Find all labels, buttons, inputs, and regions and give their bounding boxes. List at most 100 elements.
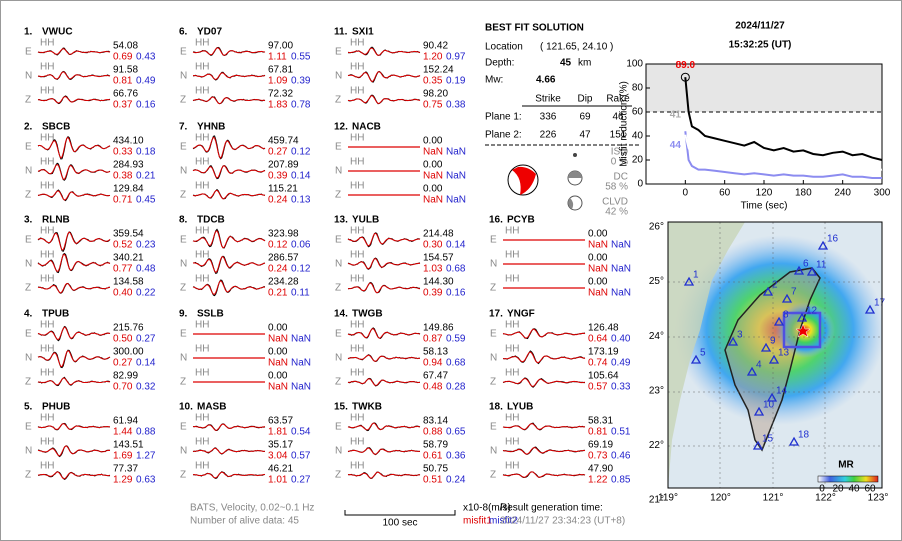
channel-label: HH (350, 437, 364, 448)
depth-unit: km (578, 58, 591, 69)
misfit1: 0.87 (423, 334, 443, 345)
component-label: N (490, 259, 497, 270)
misfit1: 0.71 (113, 195, 133, 206)
station-map-label: 3 (737, 330, 743, 341)
station-number: 15. (334, 402, 348, 413)
component-name: DC (614, 172, 628, 183)
synthetic-trace (347, 354, 421, 362)
station-map-label: 9 (770, 336, 776, 347)
component-label: E (25, 422, 32, 433)
amplitude: 0.00 (423, 136, 443, 147)
amplitude: 83.14 (423, 416, 448, 427)
misfit1: 0.39 (423, 288, 443, 299)
station-marker (746, 366, 758, 376)
misfit2: 0.63 (136, 475, 156, 486)
misfit1: 1.09 (268, 76, 288, 87)
annotation: 89.0 (676, 60, 696, 71)
misfit2: 0.16 (446, 288, 466, 299)
misfit1: 0.24 (268, 195, 288, 206)
misfit1: 0.77 (113, 264, 133, 275)
x-tick-label: 120 (756, 188, 773, 199)
component-label: N (180, 166, 187, 177)
component-label: E (25, 235, 32, 246)
plane-value: 226 (540, 130, 557, 141)
station-map-label: 15 (762, 434, 774, 445)
amplitude: 0.00 (268, 323, 288, 334)
misfit1: 0.61 (423, 451, 443, 462)
component-label: N (25, 259, 32, 270)
station-name: PCYB (507, 215, 535, 226)
misfit1: 1.20 (423, 52, 443, 63)
misfit1: 0.24 (268, 264, 288, 275)
misfit1: 0.81 (113, 76, 133, 87)
channel-label: HH (350, 86, 364, 97)
misfit1: 0.69 (113, 52, 133, 63)
station-number: 16. (489, 215, 503, 226)
amplitude: 173.19 (588, 347, 619, 358)
synthetic-trace (347, 447, 421, 455)
station-map-label: 5 (700, 348, 706, 359)
misfit2: 0.14 (291, 171, 311, 182)
misfit1: 0.33 (113, 147, 133, 158)
generation-label: Result generation time: (500, 503, 603, 514)
component-label: Z (335, 470, 341, 481)
plane-value: 69 (579, 112, 591, 123)
synthetic-trace (347, 258, 421, 270)
component-label: E (335, 142, 342, 153)
misfit2: 0.12 (291, 264, 311, 275)
component-label: E (180, 329, 187, 340)
misfit1: 3.04 (268, 451, 288, 462)
synthetic-trace (37, 253, 111, 273)
misfit1: NaN (588, 240, 608, 251)
station-marker (727, 336, 739, 346)
misfit1: 0.27 (113, 358, 133, 369)
channel-label: HH (40, 226, 54, 237)
scale-label: 100 sec (382, 518, 417, 529)
component-label: N (335, 446, 342, 457)
synthetic-trace (347, 471, 421, 479)
station-name: SXI1 (352, 27, 374, 38)
amplitude: 82.99 (113, 371, 138, 382)
channel-label: HH (40, 250, 54, 261)
misfit2: 0.45 (136, 195, 156, 206)
amplitude: 300.00 (113, 347, 144, 358)
misfit2: 0.32 (136, 382, 156, 393)
component-label: N (25, 71, 32, 82)
misfit2: 0.68 (446, 264, 466, 275)
misfit2: 0.27 (291, 475, 311, 486)
y-tick-label: 20 (632, 155, 644, 166)
station-number: 11. (334, 27, 348, 38)
lat-label: 21° (649, 495, 664, 506)
amplitude: 286.57 (268, 253, 299, 264)
component-label: Z (25, 190, 31, 201)
synthetic-trace (347, 95, 420, 104)
station-number: 18. (489, 402, 503, 413)
misfit2: NaN (291, 382, 311, 393)
amplitude: 284.93 (113, 160, 144, 171)
colorbar-tick: 20 (832, 484, 844, 495)
component-label: E (335, 422, 342, 433)
station-map-label: 10 (763, 400, 775, 411)
station-marker (773, 316, 785, 326)
plane-label: Plane 1: (485, 112, 522, 123)
station-map-label: 16 (827, 234, 839, 245)
channel-label: HH (350, 133, 364, 144)
lon-label: 123° (868, 493, 889, 504)
dc-fill (568, 171, 582, 178)
component-label: N (335, 259, 342, 270)
misfit1: 0.37 (113, 100, 133, 111)
amplitude: 459.74 (268, 136, 299, 147)
synthetic-trace (502, 351, 586, 364)
station-name: NACB (352, 122, 381, 133)
depth: 45 (560, 58, 572, 69)
component-label: E (490, 422, 497, 433)
misfit2: 0.57 (291, 451, 311, 462)
synthetic-trace (37, 231, 111, 251)
plane-value: 151 (610, 130, 627, 141)
component-label: N (335, 166, 342, 177)
station-number: 9. (179, 309, 188, 320)
channel-label: HH (505, 413, 519, 424)
synthetic-trace (192, 72, 266, 80)
misfit2: 0.39 (291, 76, 311, 87)
station-map-label: 12 (806, 306, 818, 317)
